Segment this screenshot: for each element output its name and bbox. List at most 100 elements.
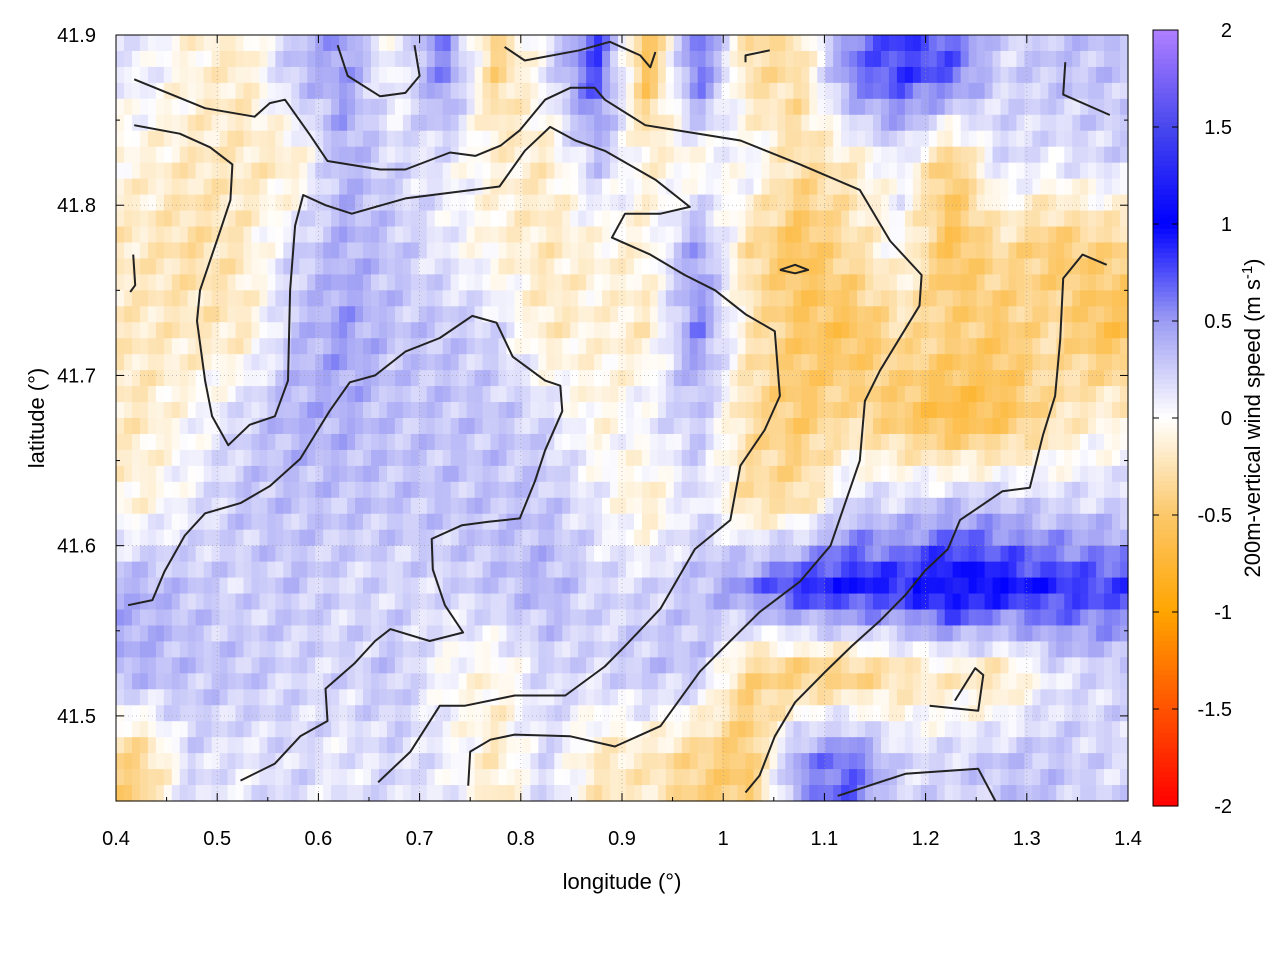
heatmap-cell bbox=[936, 274, 946, 291]
heatmap-cell bbox=[896, 114, 906, 132]
heatmap-cell bbox=[139, 529, 149, 547]
heatmap-cell bbox=[657, 386, 667, 403]
heatmap-cell bbox=[665, 465, 675, 483]
heatmap-cell bbox=[753, 641, 763, 658]
heatmap-cell bbox=[1112, 609, 1121, 627]
heatmap-cell bbox=[689, 338, 699, 355]
heatmap-cell bbox=[570, 402, 579, 419]
heatmap-cell bbox=[506, 50, 516, 68]
heatmap-cell bbox=[123, 657, 133, 674]
heatmap-cell bbox=[267, 226, 276, 244]
heatmap-cell bbox=[179, 242, 189, 260]
heatmap-cell bbox=[179, 433, 189, 451]
heatmap-cell bbox=[203, 529, 213, 547]
heatmap-cell bbox=[506, 386, 516, 403]
heatmap-cell bbox=[123, 258, 133, 275]
heatmap-cell bbox=[450, 82, 460, 100]
heatmap-cell bbox=[163, 146, 173, 164]
heatmap-cell bbox=[538, 50, 547, 68]
heatmap-cell bbox=[1112, 433, 1121, 451]
heatmap-cell bbox=[1016, 226, 1026, 244]
heatmap-cell bbox=[155, 449, 165, 467]
heatmap-cell bbox=[777, 98, 786, 116]
heatmap-cell bbox=[139, 98, 149, 116]
heatmap-cell bbox=[275, 146, 284, 164]
heatmap-cell bbox=[801, 242, 810, 260]
heatmap-cell bbox=[227, 50, 237, 68]
heatmap-cell bbox=[1072, 146, 1081, 164]
heatmap-cell bbox=[227, 322, 237, 339]
heatmap-cell bbox=[904, 497, 914, 515]
heatmap-cell bbox=[235, 66, 245, 84]
heatmap-cell bbox=[904, 178, 914, 196]
heatmap-cell bbox=[323, 561, 332, 579]
heatmap-cell bbox=[195, 274, 205, 291]
heatmap-cell bbox=[386, 82, 396, 100]
heatmap-cell bbox=[339, 66, 348, 84]
heatmap-cell bbox=[506, 497, 516, 515]
heatmap-cell bbox=[841, 529, 850, 547]
heatmap-cell bbox=[1112, 194, 1121, 212]
heatmap-cell bbox=[1088, 82, 1097, 100]
heatmap-cell bbox=[809, 481, 818, 499]
heatmap-cell bbox=[394, 609, 404, 627]
heatmap-cell bbox=[817, 529, 826, 547]
heatmap-cell bbox=[1088, 418, 1097, 435]
heatmap-cell bbox=[936, 465, 946, 483]
heatmap-cell bbox=[243, 226, 253, 244]
heatmap-cell bbox=[809, 178, 818, 196]
heatmap-cell bbox=[267, 625, 276, 643]
heatmap-cell bbox=[323, 194, 332, 212]
heatmap-cell bbox=[721, 513, 731, 531]
heatmap-cell bbox=[139, 50, 149, 68]
heatmap-cell bbox=[554, 481, 563, 499]
heatmap-cell bbox=[984, 66, 994, 84]
heatmap-cell bbox=[203, 370, 213, 387]
heatmap-cell bbox=[586, 609, 595, 627]
heatmap-cell bbox=[992, 593, 1002, 611]
heatmap-cell bbox=[602, 162, 611, 180]
heatmap-cell bbox=[402, 274, 412, 291]
heatmap-cell bbox=[291, 513, 300, 531]
heatmap-cell bbox=[697, 529, 707, 547]
heatmap-cell bbox=[410, 545, 420, 563]
heatmap-cell bbox=[339, 82, 348, 100]
heatmap-cell bbox=[689, 641, 699, 658]
heatmap-cell bbox=[291, 609, 300, 627]
heatmap-cell bbox=[434, 130, 444, 148]
heatmap-cell bbox=[546, 226, 555, 244]
heatmap-cell bbox=[482, 593, 492, 611]
heatmap-cell bbox=[1016, 513, 1026, 531]
heatmap-cell bbox=[426, 497, 436, 515]
heatmap-cell bbox=[1120, 561, 1129, 579]
heatmap-cell bbox=[1120, 226, 1129, 244]
heatmap-cell bbox=[578, 98, 587, 116]
heatmap-cell bbox=[546, 593, 555, 611]
heatmap-cell bbox=[402, 402, 412, 419]
heatmap-cell bbox=[729, 178, 739, 196]
heatmap-cell bbox=[474, 242, 484, 260]
heatmap-cell bbox=[1048, 481, 1057, 499]
heatmap-cell bbox=[745, 497, 755, 515]
heatmap-cell bbox=[1088, 322, 1097, 339]
heatmap-cell bbox=[713, 290, 723, 307]
heatmap-cell bbox=[857, 226, 866, 244]
heatmap-cell bbox=[378, 577, 388, 595]
heatmap-cell bbox=[761, 258, 771, 275]
heatmap-cell bbox=[562, 98, 571, 116]
heatmap-cell bbox=[888, 433, 898, 451]
heatmap-cell bbox=[538, 146, 547, 164]
heatmap-cell bbox=[880, 338, 890, 355]
heatmap-cell bbox=[618, 82, 627, 100]
heatmap-cell bbox=[865, 306, 874, 323]
heatmap-cell bbox=[1096, 561, 1105, 579]
heatmap-cell bbox=[1120, 545, 1129, 563]
heatmap-cell bbox=[243, 274, 253, 291]
heatmap-cell bbox=[769, 306, 778, 323]
heatmap-cell bbox=[673, 386, 683, 403]
heatmap-cell bbox=[562, 146, 571, 164]
heatmap-cell bbox=[928, 242, 938, 260]
heatmap-cell bbox=[458, 545, 468, 563]
heatmap-cell bbox=[944, 178, 954, 196]
heatmap-cell bbox=[880, 529, 890, 547]
